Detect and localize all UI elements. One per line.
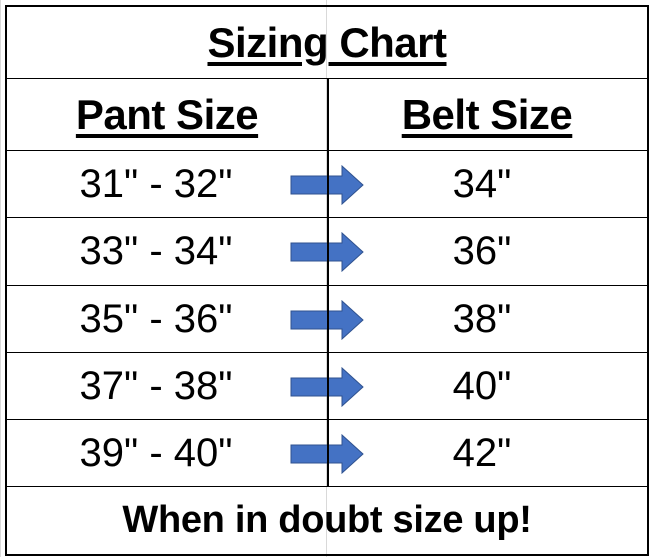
pant-size-value: 37" - 38" — [79, 363, 233, 408]
spreadsheet-gridline — [0, 0, 1, 557]
belt-size-value: 34" — [452, 161, 512, 206]
belt-size-value: 38" — [452, 296, 512, 341]
title-row: Sizing Chart — [7, 7, 647, 79]
pant-size-value: 33" - 34" — [79, 229, 233, 273]
pant-size-value: 31" - 32" — [79, 161, 233, 206]
footer-note: When in doubt size up! — [122, 499, 532, 541]
table-row: 35" - 36" 38" — [7, 286, 647, 353]
header-row: Pant Size Belt Size — [7, 79, 647, 151]
footer-row: When in doubt size up! — [7, 487, 647, 554]
belt-size-value: 36" — [452, 229, 512, 273]
belt-size-value: 40" — [452, 363, 512, 408]
chart-title: Sizing Chart — [207, 18, 447, 66]
column-divider — [327, 79, 329, 487]
belt-size-value: 42" — [452, 430, 512, 475]
table-row: 37" - 38" 40" — [7, 353, 647, 420]
pant-size-header: Pant Size — [75, 90, 259, 138]
sizing-chart-table: Sizing Chart Pant Size Belt Size 31" - 3… — [5, 5, 649, 556]
pant-size-value: 35" - 36" — [79, 296, 233, 341]
belt-size-header: Belt Size — [401, 90, 573, 138]
pant-size-value: 39" - 40" — [79, 430, 233, 475]
spreadsheet-gridline — [326, 0, 327, 557]
